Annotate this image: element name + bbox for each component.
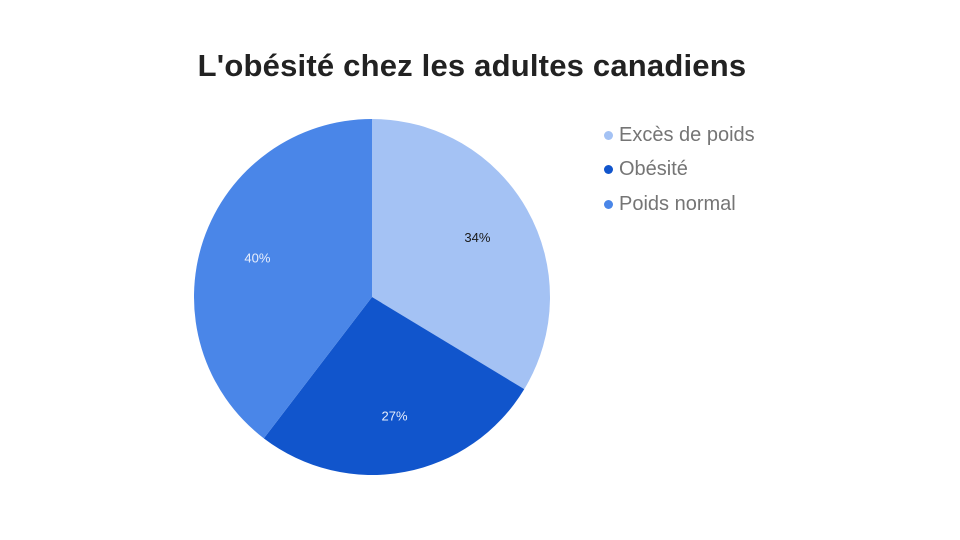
legend-item-poids-normal[interactable]: Poids normal — [604, 187, 755, 222]
legend-label: Poids normal — [619, 192, 736, 215]
pie-slice-label-0: 34% — [464, 230, 490, 245]
legend-swatch — [604, 130, 613, 140]
pie-slice-2[interactable] — [193, 118, 372, 439]
pie-slice-label-2: 40% — [244, 251, 270, 266]
legend-label: Obésité — [619, 158, 688, 181]
pie-labels: 34% 27% 40% — [244, 230, 490, 423]
pie-slice-label-1: 27% — [381, 408, 407, 423]
legend-label: Excès de poids — [619, 123, 755, 146]
legend: Excès de poids Obésité Poids normal — [604, 118, 755, 222]
legend-item-obesite[interactable]: Obésité — [604, 153, 755, 188]
pie-slice-0[interactable] — [372, 119, 550, 390]
pie-slice-1[interactable] — [263, 297, 525, 476]
legend-swatch — [604, 199, 613, 209]
chart-title: L'obésité chez les adultes canadiens — [197, 48, 747, 83]
pie-slices — [193, 118, 550, 476]
legend-swatch — [604, 165, 613, 175]
legend-item-exces[interactable]: Excès de poids — [604, 118, 755, 153]
